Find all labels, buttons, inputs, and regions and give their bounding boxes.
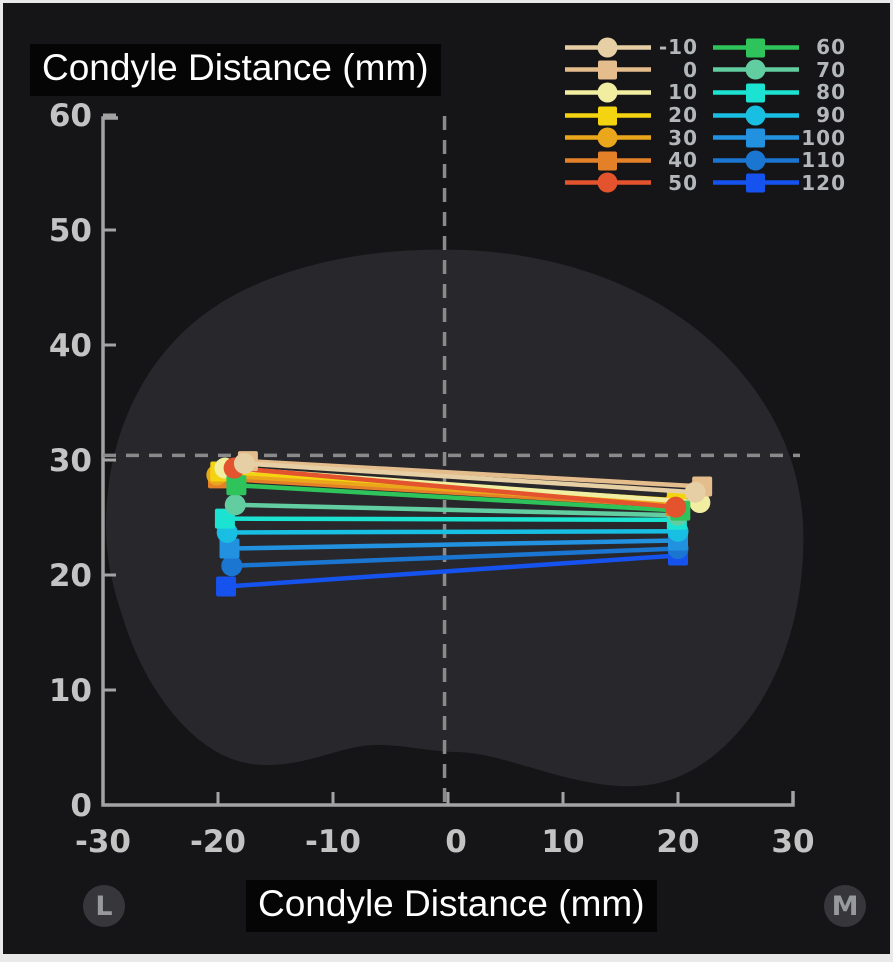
legend-item-90: 90 — [712, 103, 846, 128]
svg-text:60: 60 — [49, 98, 92, 134]
legend-item-50: 50 — [564, 170, 698, 195]
square-marker-icon — [565, 60, 651, 80]
legend-label: 20 — [668, 103, 698, 128]
circle-marker-icon — [565, 172, 651, 193]
square-marker-icon — [565, 106, 651, 126]
svg-text:0: 0 — [70, 788, 92, 824]
medial-side-badge: M — [824, 885, 866, 927]
legend-item-0: 0 — [564, 57, 698, 82]
legend-label: 120 — [801, 170, 846, 195]
legend-label: 100 — [801, 125, 846, 150]
svg-text:30: 30 — [771, 824, 814, 860]
svg-text:20: 20 — [656, 824, 699, 860]
svg-text:50: 50 — [49, 213, 92, 249]
circle-marker-icon — [713, 150, 799, 171]
legend-label: -10 — [658, 35, 698, 60]
svg-text:-30: -30 — [75, 824, 131, 860]
svg-text:40: 40 — [49, 328, 92, 364]
legend-item-40: 40 — [564, 148, 698, 173]
svg-text:-20: -20 — [190, 824, 246, 860]
legend-item-60: 60 — [712, 35, 846, 60]
legend-label: 40 — [668, 148, 698, 173]
square-marker-icon — [713, 173, 799, 193]
legend-label: 110 — [801, 148, 846, 173]
legend-item-20: 20 — [564, 103, 698, 128]
legend-label: 50 — [668, 170, 698, 195]
circle-marker-icon — [713, 105, 799, 126]
legend-label: 10 — [668, 80, 698, 105]
circle-marker-icon — [565, 37, 651, 58]
square-marker-icon — [713, 83, 799, 103]
lateral-side-badge: L — [83, 885, 125, 927]
svg-text:10: 10 — [541, 824, 584, 860]
legend-label: 0 — [683, 57, 698, 82]
circle-marker-icon — [565, 82, 651, 103]
legend-item--10: -10 — [564, 35, 698, 60]
crosshair-dashed-lines — [103, 116, 800, 805]
circle-marker-icon — [713, 59, 799, 80]
x-axis-title: Condyle Distance (mm) — [246, 880, 657, 932]
legend-item-70: 70 — [712, 57, 846, 82]
legend-label: 70 — [816, 57, 846, 82]
data-series — [206, 451, 713, 597]
square-marker-icon — [713, 128, 799, 148]
legend-item-110: 110 — [712, 148, 846, 173]
legend-label: 80 — [816, 80, 846, 105]
y-axis-title: Condyle Distance (mm) — [30, 44, 441, 96]
legend-item-10: 10 — [564, 80, 698, 105]
legend-label: 30 — [668, 125, 698, 150]
square-marker-icon — [565, 151, 651, 171]
legend-item-120: 120 — [712, 170, 846, 195]
legend-item-30: 30 — [564, 125, 698, 150]
square-marker-icon — [713, 38, 799, 58]
legend-item-80: 80 — [712, 80, 846, 105]
svg-text:10: 10 — [49, 673, 92, 709]
svg-text:20: 20 — [49, 558, 92, 594]
legend-label: 60 — [816, 35, 846, 60]
legend-label: 90 — [816, 103, 846, 128]
circle-marker-icon — [565, 127, 651, 148]
legend-item-100: 100 — [712, 125, 846, 150]
legend: -10 0 10 20 30 40 50 60 70 80 90 100 110 120 — [564, 35, 846, 195]
svg-text:30: 30 — [49, 443, 92, 479]
legend-column: -10 0 10 20 30 40 50 — [564, 35, 698, 195]
svg-text:0: 0 — [445, 824, 467, 860]
svg-text:-10: -10 — [305, 824, 361, 860]
legend-column: 60 70 80 90 100 110 120 — [712, 35, 846, 195]
